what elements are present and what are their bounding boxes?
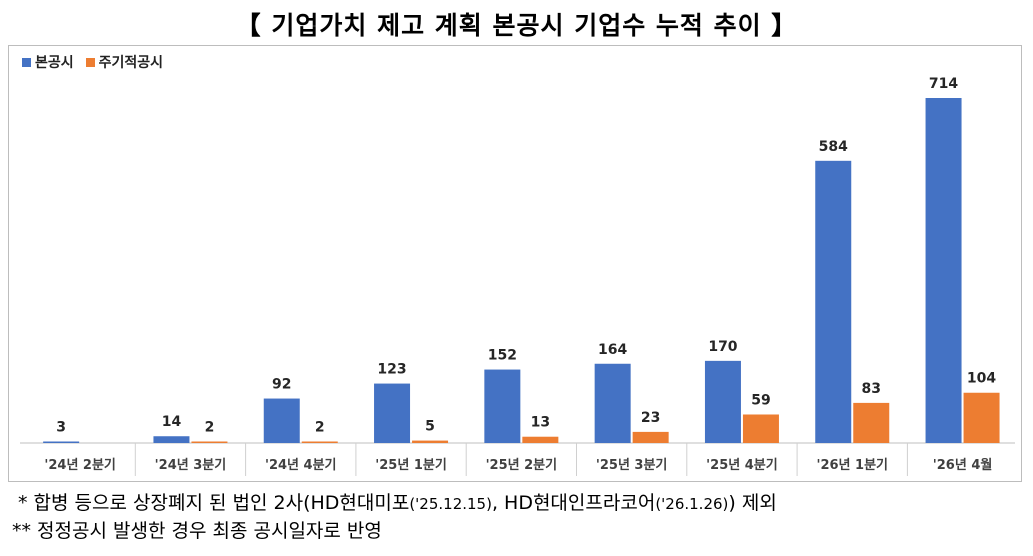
legend-item-bon: 본공시 bbox=[22, 52, 74, 72]
footnote-1-mid: , HD현대인프라코어 bbox=[491, 492, 656, 514]
footnote-1-date2: ('26.1.26) bbox=[655, 495, 729, 513]
bar-bon-0 bbox=[43, 441, 80, 443]
data-label-bon-8: 714 bbox=[929, 76, 958, 92]
bar-periodic-4 bbox=[522, 436, 559, 443]
bar-bon-8 bbox=[925, 98, 962, 443]
data-label-bon-2: 92 bbox=[272, 377, 291, 393]
footnote-1-date1: ('25.12.15) bbox=[409, 495, 492, 513]
bar-periodic-2 bbox=[301, 441, 338, 443]
bar-periodic-5 bbox=[632, 431, 669, 443]
legend: 본공시 주기적공시 bbox=[22, 52, 163, 72]
bar-bon-2 bbox=[263, 398, 300, 443]
data-label-periodic-5: 23 bbox=[641, 410, 660, 426]
x-tick-label-6: '25년 4분기 bbox=[706, 458, 778, 473]
bar-periodic-1 bbox=[191, 441, 228, 443]
bar-periodic-8 bbox=[963, 392, 1000, 443]
x-tick-label-5: '25년 3분기 bbox=[596, 458, 668, 473]
x-tick-label-1: '24년 3분기 bbox=[155, 458, 227, 473]
data-label-periodic-6: 59 bbox=[751, 392, 770, 408]
data-label-periodic-1: 2 bbox=[205, 420, 215, 436]
data-label-bon-6: 170 bbox=[708, 339, 737, 355]
x-tick-label-4: '25년 2분기 bbox=[486, 458, 558, 473]
legend-swatch-bon bbox=[22, 57, 31, 67]
data-label-bon-1: 14 bbox=[162, 414, 182, 430]
bar-bon-5 bbox=[594, 363, 631, 443]
data-label-bon-3: 123 bbox=[377, 362, 406, 378]
data-label-periodic-4: 13 bbox=[531, 415, 550, 431]
x-tick-label-2: '24년 4분기 bbox=[265, 458, 337, 473]
bar-bon-7 bbox=[815, 160, 852, 443]
chart-frame bbox=[8, 45, 1022, 482]
bar-periodic-6 bbox=[742, 414, 779, 443]
footnote-1: * 합병 등으로 상장폐지 된 법인 2사(HD현대미포('25.12.15),… bbox=[18, 488, 777, 515]
data-label-periodic-2: 2 bbox=[315, 420, 325, 436]
data-label-periodic-7: 83 bbox=[862, 381, 881, 397]
footnote-1-end: ) 제외 bbox=[728, 492, 777, 514]
x-tick-label-3: '25년 1분기 bbox=[375, 458, 447, 473]
data-label-bon-7: 584 bbox=[819, 139, 848, 155]
footnote-2: ** 정정공시 발생한 경우 최종 공시일자로 반영 bbox=[12, 520, 382, 542]
legend-swatch-periodic bbox=[85, 57, 95, 67]
bar-bon-1 bbox=[153, 436, 190, 443]
x-tick-label-0: '24년 2분기 bbox=[44, 458, 116, 473]
data-label-bon-0: 3 bbox=[56, 420, 66, 436]
data-label-periodic-8: 104 bbox=[967, 371, 996, 387]
x-tick-label-8: '26년 4월 bbox=[933, 457, 993, 473]
bar-periodic-3 bbox=[412, 440, 449, 443]
bar-bon-6 bbox=[704, 360, 741, 443]
footnote-1-main: * 합병 등으로 상장폐지 된 법인 2사(HD현대미포 bbox=[18, 492, 410, 514]
data-label-bon-4: 152 bbox=[488, 348, 517, 364]
legend-label-periodic: 주기적공시 bbox=[98, 55, 164, 71]
x-tick-label-7: '26년 1분기 bbox=[816, 458, 888, 473]
chart-title: 【 기업가치 제고 계획 본공시 기업수 누적 추이 】 bbox=[235, 11, 798, 40]
data-label-bon-5: 164 bbox=[598, 342, 627, 358]
bar-bon-4 bbox=[484, 369, 521, 443]
bar-periodic-7 bbox=[853, 402, 890, 443]
data-label-periodic-3: 5 bbox=[425, 419, 435, 435]
legend-label-bon: 본공시 bbox=[35, 55, 74, 71]
legend-item-periodic: 주기적공시 bbox=[85, 52, 164, 72]
bar-bon-3 bbox=[374, 383, 411, 443]
